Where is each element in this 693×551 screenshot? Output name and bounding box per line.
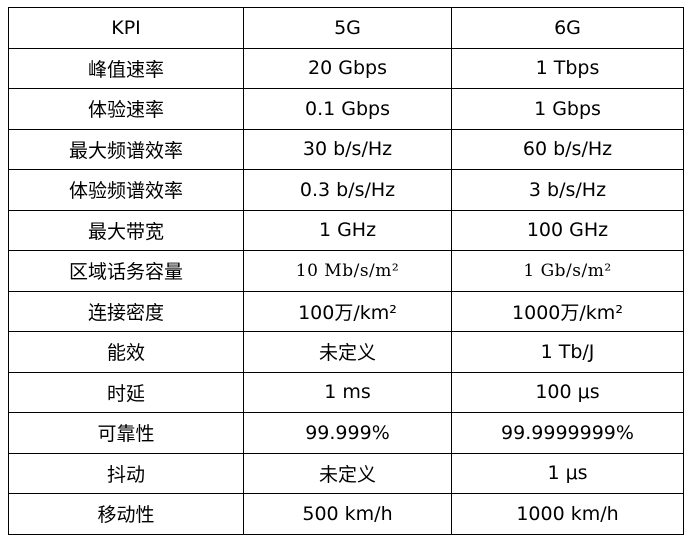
5g-cell: 0.1 Gbps xyxy=(243,88,452,130)
table-row: 抖动 未定义 1 μs xyxy=(8,452,684,494)
kpi-cell: 能效 xyxy=(8,331,244,373)
5g-cell: 10 Mb/s/m² xyxy=(243,250,452,292)
5g-cell: 99.999% xyxy=(243,412,452,454)
6g-cell: 60 b/s/Hz xyxy=(451,128,684,170)
kpi-comparison-table: KPI 5G 6G 峰值速率 20 Gbps 1 Tbps 体验速率 0.1 Gbps 1… xyxy=(8,7,684,535)
table-row: 区域话务容量 10 Mb/s/m² 1 Gb/s/m² xyxy=(8,250,684,292)
kpi-cell: 区域话务容量 xyxy=(8,250,244,292)
5g-cell: 0.3 b/s/Hz xyxy=(243,169,452,211)
6g-cell: 1 Tb/J xyxy=(451,331,684,373)
6g-cell: 1000万/km² xyxy=(451,290,684,332)
6g-cell: 100 GHz xyxy=(451,209,684,251)
kpi-cell: 可靠性 xyxy=(8,412,244,454)
header-row: KPI 5G 6G xyxy=(8,7,684,49)
kpi-cell: 体验速率 xyxy=(8,88,244,130)
table-body: KPI 5G 6G 峰值速率 20 Gbps 1 Tbps 体验速率 0.1 Gbps 1… xyxy=(8,7,684,535)
6g-cell: 1 Tbps xyxy=(451,47,684,89)
5g-cell: 1 GHz xyxy=(243,209,452,251)
table-row: 最大频谱效率 30 b/s/Hz 60 b/s/Hz xyxy=(8,128,684,170)
table-row: 体验速率 0.1 Gbps 1 Gbps xyxy=(8,88,684,130)
kpi-cell: 连接密度 xyxy=(8,290,244,332)
5g-cell: 30 b/s/Hz xyxy=(243,128,452,170)
kpi-cell: 最大频谱效率 xyxy=(8,128,244,170)
5g-cell: 1 ms xyxy=(243,371,452,413)
6g-cell: 3 b/s/Hz xyxy=(451,169,684,211)
5g-cell: 100万/km² xyxy=(243,290,452,332)
header-kpi: KPI xyxy=(8,7,244,49)
kpi-cell: 峰值速率 xyxy=(8,47,244,89)
5g-cell: 未定义 xyxy=(243,331,452,373)
table-row: 可靠性 99.999% 99.9999999% xyxy=(8,412,684,454)
kpi-cell: 抖动 xyxy=(8,452,244,494)
6g-cell: 1 Gbps xyxy=(451,88,684,130)
5g-cell: 500 km/h xyxy=(243,493,452,535)
table-row: 能效 未定义 1 Tb/J xyxy=(8,331,684,373)
5g-cell: 20 Gbps xyxy=(243,47,452,89)
table-row: 体验频谱效率 0.3 b/s/Hz 3 b/s/Hz xyxy=(8,169,684,211)
table-row: 最大带宽 1 GHz 100 GHz xyxy=(8,209,684,251)
table-row: 峰值速率 20 Gbps 1 Tbps xyxy=(8,47,684,89)
header-5g: 5G xyxy=(243,7,452,49)
6g-cell: 1 μs xyxy=(451,452,684,494)
kpi-cell: 时延 xyxy=(8,371,244,413)
6g-cell: 99.9999999% xyxy=(451,412,684,454)
6g-cell: 1000 km/h xyxy=(451,493,684,535)
table-row: 移动性 500 km/h 1000 km/h xyxy=(8,493,684,535)
6g-cell: 1 Gb/s/m² xyxy=(451,250,684,292)
5g-cell: 未定义 xyxy=(243,452,452,494)
table-row: 时延 1 ms 100 μs xyxy=(8,371,684,413)
table-row: 连接密度 100万/km² 1000万/km² xyxy=(8,290,684,332)
header-6g: 6G xyxy=(451,7,684,49)
6g-cell: 100 μs xyxy=(451,371,684,413)
kpi-cell: 移动性 xyxy=(8,493,244,535)
kpi-cell: 最大带宽 xyxy=(8,209,244,251)
kpi-cell: 体验频谱效率 xyxy=(8,169,244,211)
